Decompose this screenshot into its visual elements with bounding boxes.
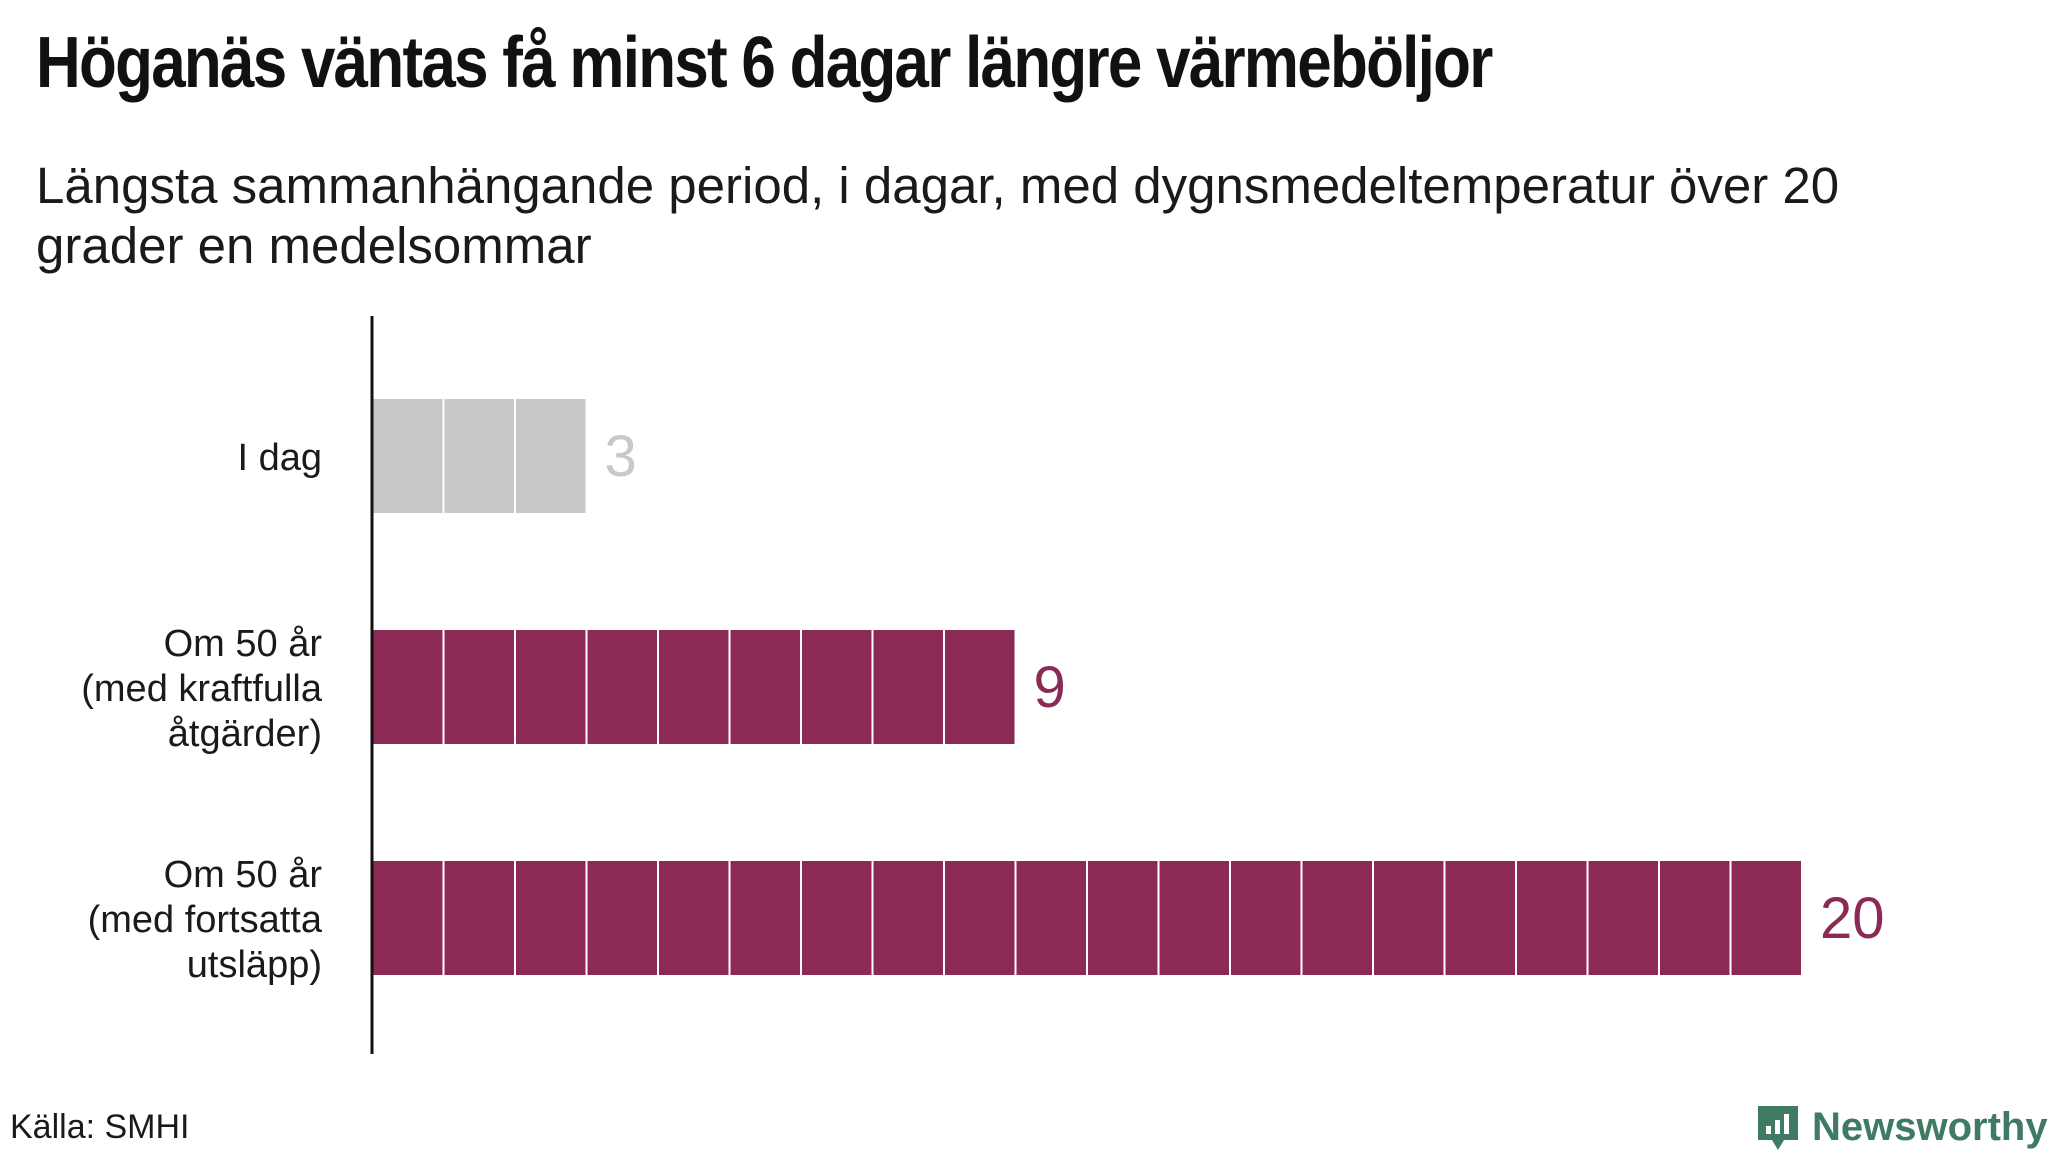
brand-logo[interactable]: Newsworthy xyxy=(1754,1102,2048,1152)
bar-segment xyxy=(1586,859,1660,977)
bar-segment xyxy=(871,628,945,746)
bar-segment xyxy=(1515,859,1589,977)
bar-segment xyxy=(442,397,516,515)
category-label: utsläpp) xyxy=(187,944,322,986)
bar-segment xyxy=(728,859,802,977)
bar-segment xyxy=(371,628,445,746)
bar-segment xyxy=(371,397,445,515)
bar-segment xyxy=(514,628,588,746)
bar-segment xyxy=(585,859,659,977)
bar-segment xyxy=(943,628,1017,746)
value-label: 3 xyxy=(605,424,637,489)
bar-segment xyxy=(657,628,731,746)
category-label: Om 50 år xyxy=(164,623,323,665)
chart-subtitle: Längsta sammanhängande period, i dagar, … xyxy=(36,157,1840,274)
bar-segment xyxy=(371,859,445,977)
bar-segment xyxy=(442,628,516,746)
bar-segment xyxy=(1014,859,1088,977)
bar-segment xyxy=(1658,859,1732,977)
bar-segment xyxy=(657,859,731,977)
category-label: (med fortsatta xyxy=(88,899,323,941)
bar-segment xyxy=(514,859,588,977)
bar-segment xyxy=(1443,859,1517,977)
bar-segment xyxy=(1729,859,1803,977)
bar-segment xyxy=(1086,859,1160,977)
bar-segment xyxy=(1229,859,1303,977)
value-label: 9 xyxy=(1034,655,1066,720)
category-label: Om 50 år xyxy=(164,854,323,896)
bar-segment xyxy=(800,859,874,977)
bar-segment xyxy=(514,397,588,515)
value-label: 20 xyxy=(1820,886,1885,951)
bar-segment xyxy=(585,628,659,746)
bar-segment xyxy=(943,859,1017,977)
bar-segment xyxy=(800,628,874,746)
bar-segment xyxy=(1157,859,1231,977)
bar-segment xyxy=(1372,859,1446,977)
bar-segment xyxy=(728,628,802,746)
source-note: Källa: SMHI xyxy=(10,1108,190,1146)
brand-name: Newsworthy xyxy=(1812,1104,2048,1149)
category-label: (med kraftfulla xyxy=(81,668,323,710)
bar-segment xyxy=(871,859,945,977)
category-label: åtgärder) xyxy=(168,713,322,755)
bar-segment xyxy=(1300,859,1374,977)
newsworthy-logo-icon xyxy=(1758,1106,1798,1150)
category-label: I dag xyxy=(237,437,322,479)
bar-segment xyxy=(442,859,516,977)
chart-title: Höganäs väntas få minst 6 dagar längre v… xyxy=(36,23,1493,103)
